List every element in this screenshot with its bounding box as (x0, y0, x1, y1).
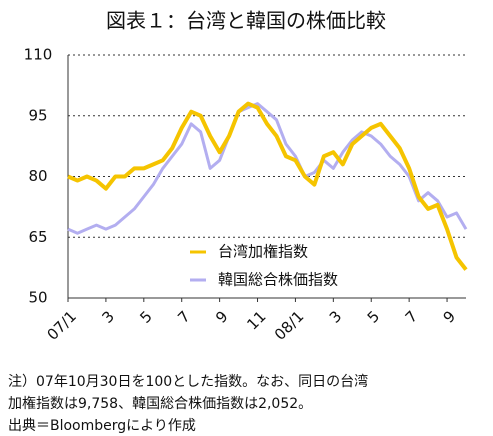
chart-title: 図表１：台湾と韓国の株価比較 (106, 9, 386, 33)
line-series (67, 101, 468, 271)
y-tick-label: 65 (28, 228, 47, 246)
note: 出典＝Bloombergにより作成 (8, 418, 196, 434)
y-tick-label: 110 (24, 46, 53, 64)
x-tick-label: 7 (402, 307, 421, 326)
x-tick-label: 7 (174, 307, 193, 326)
legend-label: 韓国総合株価指数 (218, 271, 338, 289)
x-tick-label: 11 (243, 307, 269, 333)
y-tick-label: 95 (28, 106, 47, 124)
x-tick-label: 9 (440, 307, 459, 326)
x-tick-label: 5 (364, 307, 383, 326)
x-tick-label: 07/1 (43, 307, 80, 344)
line-series (67, 102, 468, 235)
x-tick-label: 08/1 (271, 307, 308, 344)
x-tick-label: 3 (326, 307, 345, 326)
y-tick-label: 80 (28, 167, 47, 185)
note: 注）07年10月30日を100とした指数。なお、同日の台湾 (8, 373, 368, 390)
x-tick-label: 9 (212, 307, 231, 326)
x-tick-label: 5 (136, 307, 155, 326)
x-tick-label: 3 (98, 307, 117, 326)
y-tick-label: 50 (28, 289, 47, 307)
legend-label: 台湾加権指数 (218, 243, 308, 261)
note: 加権指数は9,758、韓国総合株価指数は2,052。 (8, 395, 312, 412)
